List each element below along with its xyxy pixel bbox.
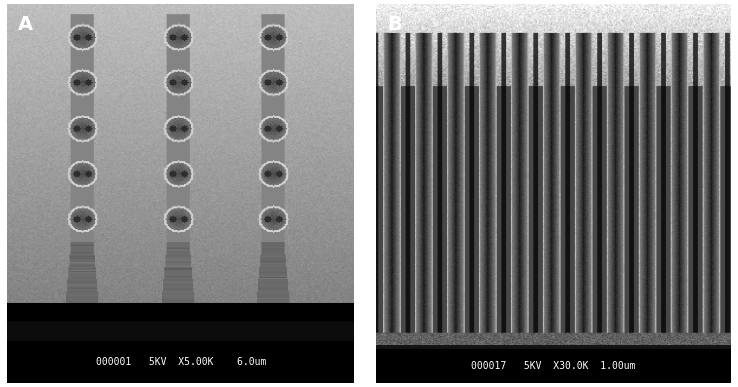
Text: 000001   5KV  X5.00K    6.0um: 000001 5KV X5.00K 6.0um [96, 357, 266, 367]
Text: B: B [387, 15, 401, 34]
Text: 000017   5KV  X30.0K  1.00um: 000017 5KV X30.0K 1.00um [472, 361, 635, 371]
Bar [376, 349, 731, 383]
Bar [7, 341, 354, 383]
Text: A: A [18, 15, 33, 34]
